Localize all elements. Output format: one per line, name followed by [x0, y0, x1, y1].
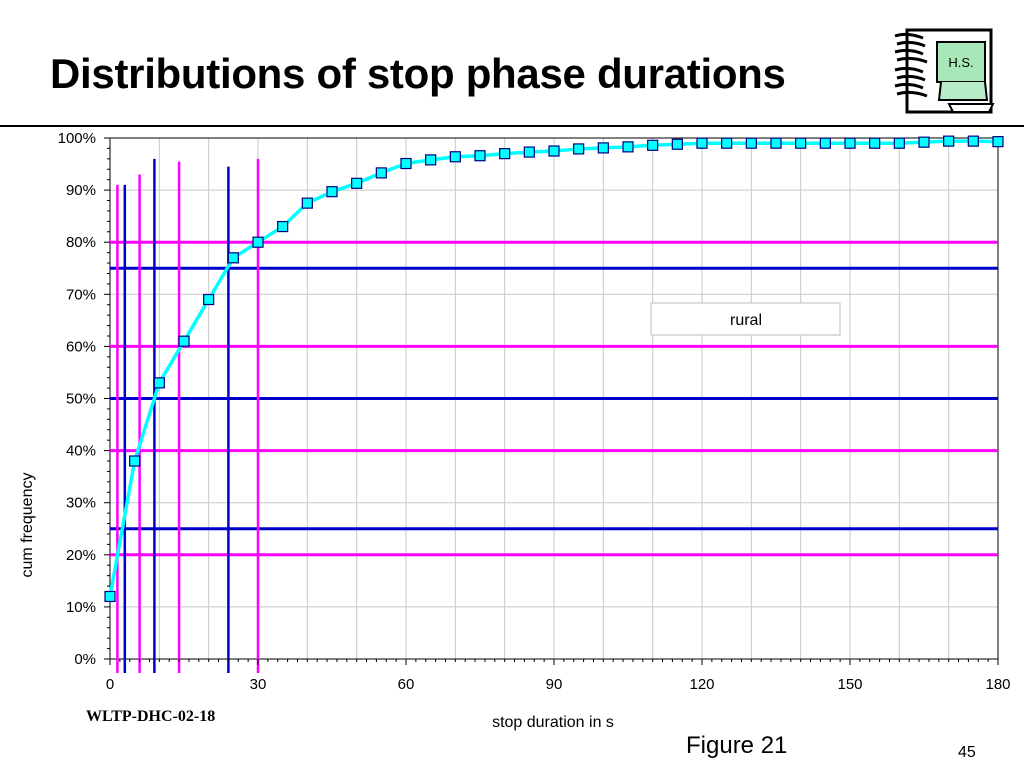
y-tick-label: 30% [66, 495, 96, 512]
data-point-marker [129, 455, 141, 467]
y-tick-label: 100% [58, 130, 96, 147]
legend-label-rural: rural [730, 312, 762, 329]
cumulative-frequency-chart: 0% 10% 20% 30% 40% 50% 60% 70% 80% 90% 100% 0 30 60 9… [19, 130, 1011, 731]
x-tick-label: 90 [546, 676, 563, 693]
data-point-marker [227, 252, 239, 264]
x-tick-label: 60 [398, 676, 415, 693]
data-point-marker [795, 137, 807, 149]
data-point-marker [918, 136, 930, 148]
data-point-marker [745, 137, 757, 149]
legend: rural [650, 302, 841, 336]
data-point-marker [844, 137, 856, 149]
data-point-marker [425, 154, 437, 166]
y-axis-label: cum frequency [19, 473, 36, 578]
vertical-reference-lines [116, 158, 260, 673]
data-point-marker [721, 137, 733, 149]
y-tick-label: 70% [66, 286, 96, 303]
y-tick-label: 40% [66, 443, 96, 460]
y-tick-label: 20% [66, 547, 96, 564]
data-point-marker [943, 135, 955, 147]
data-point-marker [647, 139, 659, 151]
data-point-marker [277, 220, 289, 233]
data-point-marker [893, 137, 905, 149]
data-point-marker [523, 146, 535, 158]
data-point-marker [375, 167, 387, 179]
data-point-marker [597, 142, 609, 154]
figure-label: Figure 21 [686, 732, 788, 759]
x-tick-label: 0 [106, 676, 114, 693]
logo-text: H.S. [948, 55, 973, 70]
series-rural [104, 135, 1004, 603]
data-point-marker [203, 293, 215, 306]
data-point-marker [499, 148, 511, 160]
x-tick-label: 150 [837, 676, 862, 693]
legend-box [650, 302, 841, 336]
data-point-marker [153, 377, 165, 389]
data-point-marker [301, 197, 313, 209]
data-point-marker [819, 137, 831, 149]
y-axis-minor-ticks [104, 137, 110, 660]
hs-computer-logo: H.S. [894, 28, 995, 114]
x-axis-tick-labels: 0 30 60 90 120 150 180 [106, 676, 1011, 693]
data-point-marker [869, 137, 881, 149]
y-axis-tick-labels: 0% 10% 20% 30% 40% 50% 60% 70% 80% 90% 100% [58, 130, 96, 668]
data-point-marker [573, 143, 585, 155]
data-point-marker [104, 590, 116, 603]
y-tick-label: 10% [66, 599, 96, 616]
data-point-marker [967, 135, 979, 147]
y-tick-label: 90% [66, 182, 96, 199]
title-divider [0, 125, 1024, 127]
y-tick-label: 80% [66, 234, 96, 251]
x-tick-label: 180 [985, 676, 1010, 693]
document-code: WLTP-DHC-02-18 [86, 708, 216, 725]
y-tick-label: 60% [66, 338, 96, 355]
data-point-marker [622, 141, 634, 153]
data-point-marker [474, 150, 486, 162]
x-axis-minor-ticks [109, 659, 999, 665]
data-point-marker [178, 335, 190, 347]
data-point-marker [548, 145, 560, 157]
data-point-marker [252, 236, 264, 248]
data-point-marker [696, 137, 708, 149]
data-point-marker [351, 177, 363, 189]
slide-number: 45 [958, 744, 976, 761]
y-tick-label: 50% [66, 391, 96, 408]
y-tick-label: 0% [74, 651, 96, 668]
x-tick-label: 30 [250, 676, 267, 693]
data-point-marker [400, 157, 412, 170]
x-tick-label: 120 [689, 676, 714, 693]
x-axis-label: stop duration in s [492, 714, 614, 731]
data-point-marker [671, 138, 683, 150]
data-point-marker [992, 136, 1004, 148]
data-point-marker [770, 137, 782, 149]
slide-title: Distributions of stop phase durations [50, 50, 786, 97]
data-point-marker [449, 151, 461, 163]
data-point-marker [326, 186, 338, 198]
